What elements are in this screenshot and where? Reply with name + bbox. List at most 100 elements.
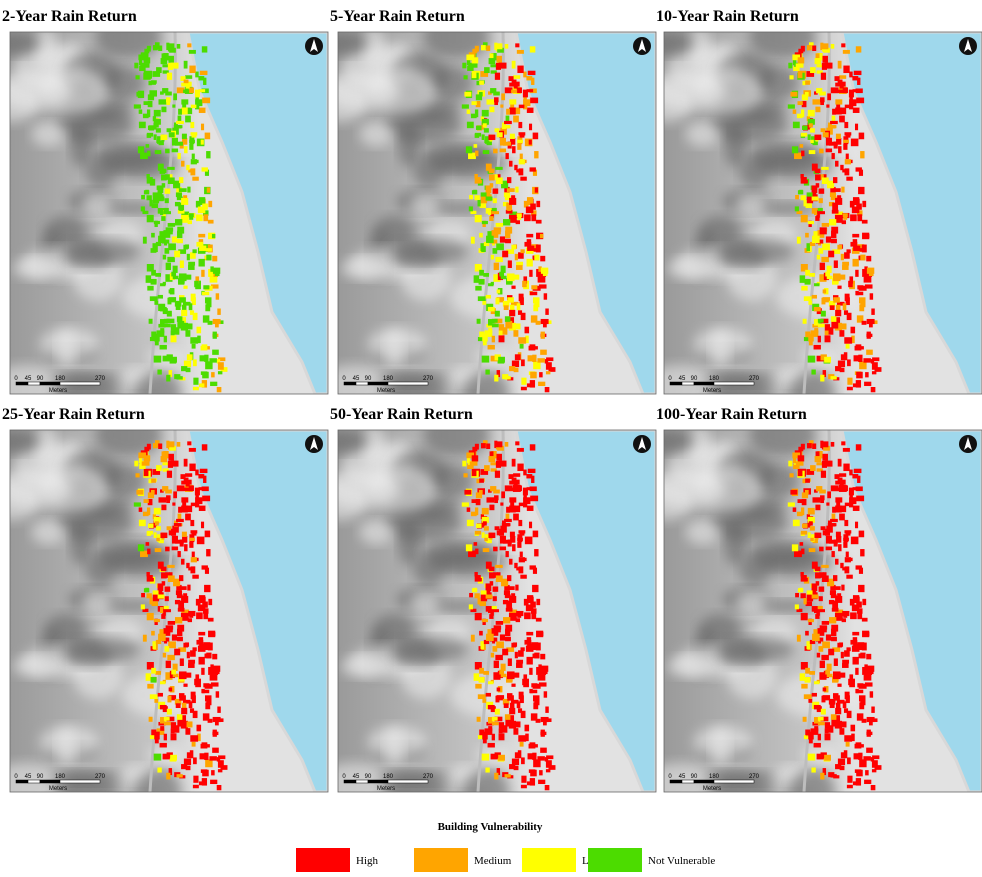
building (482, 508, 489, 515)
building (855, 522, 858, 529)
building (149, 319, 153, 324)
building (520, 154, 523, 160)
building (818, 324, 825, 328)
building (824, 755, 831, 761)
building (800, 275, 806, 283)
scale-unit: Meters (703, 388, 721, 394)
building (534, 646, 540, 649)
building (478, 598, 481, 604)
building (505, 629, 510, 636)
building (160, 135, 167, 140)
building (154, 356, 162, 363)
building (805, 631, 809, 636)
building (177, 719, 184, 727)
building (203, 285, 209, 289)
building (515, 187, 518, 193)
building (815, 169, 821, 174)
building (826, 149, 832, 153)
building (181, 310, 187, 316)
building (503, 142, 511, 146)
building (177, 231, 182, 238)
building (166, 375, 170, 382)
building (161, 169, 167, 174)
building (826, 547, 832, 551)
building (839, 473, 846, 477)
building (152, 243, 156, 251)
building (173, 93, 177, 100)
building (536, 599, 540, 605)
building (474, 593, 479, 598)
building (151, 578, 154, 582)
building (486, 196, 493, 200)
building (202, 690, 209, 694)
building (526, 605, 533, 612)
building (515, 323, 521, 329)
building (194, 281, 199, 287)
building (166, 773, 170, 780)
building (801, 613, 808, 620)
building (798, 57, 805, 63)
building (808, 134, 811, 140)
building (528, 753, 536, 759)
building (188, 663, 195, 668)
terrain (740, 156, 772, 188)
building (797, 635, 801, 642)
building (147, 133, 153, 137)
building (512, 478, 517, 482)
building (149, 717, 153, 722)
building (509, 596, 516, 603)
building (546, 769, 550, 772)
building (847, 378, 852, 385)
building (199, 644, 206, 649)
building (827, 491, 831, 498)
building (201, 270, 204, 277)
building (853, 259, 859, 267)
building (530, 770, 537, 777)
building (517, 614, 521, 618)
building (530, 98, 538, 104)
building (790, 490, 797, 495)
building (852, 207, 859, 214)
building (218, 371, 222, 374)
building (181, 708, 187, 714)
building (517, 66, 523, 73)
building (488, 533, 495, 538)
building (852, 234, 859, 238)
building (801, 549, 804, 555)
building (872, 760, 878, 768)
building (856, 372, 863, 379)
building (497, 132, 503, 137)
terrain (368, 726, 427, 758)
building (488, 319, 492, 326)
building (146, 542, 150, 546)
building (805, 81, 810, 85)
building (843, 464, 849, 471)
building (479, 677, 485, 683)
building (158, 594, 165, 598)
building (189, 464, 195, 471)
building (483, 123, 487, 127)
terrain (667, 656, 717, 678)
building (485, 768, 489, 773)
building (489, 456, 496, 462)
building (871, 707, 874, 713)
building (845, 159, 851, 164)
building (205, 133, 211, 140)
building (867, 666, 874, 672)
building (506, 109, 510, 115)
building (849, 72, 852, 78)
building (847, 785, 853, 788)
building (190, 530, 197, 533)
building (801, 684, 807, 689)
building (172, 149, 178, 153)
building (200, 753, 208, 759)
building (188, 265, 195, 270)
building (172, 547, 178, 551)
building (174, 251, 180, 258)
building (541, 717, 549, 722)
building (158, 190, 162, 194)
building (167, 43, 174, 49)
building (179, 671, 187, 679)
building (474, 673, 480, 681)
building (499, 670, 504, 675)
